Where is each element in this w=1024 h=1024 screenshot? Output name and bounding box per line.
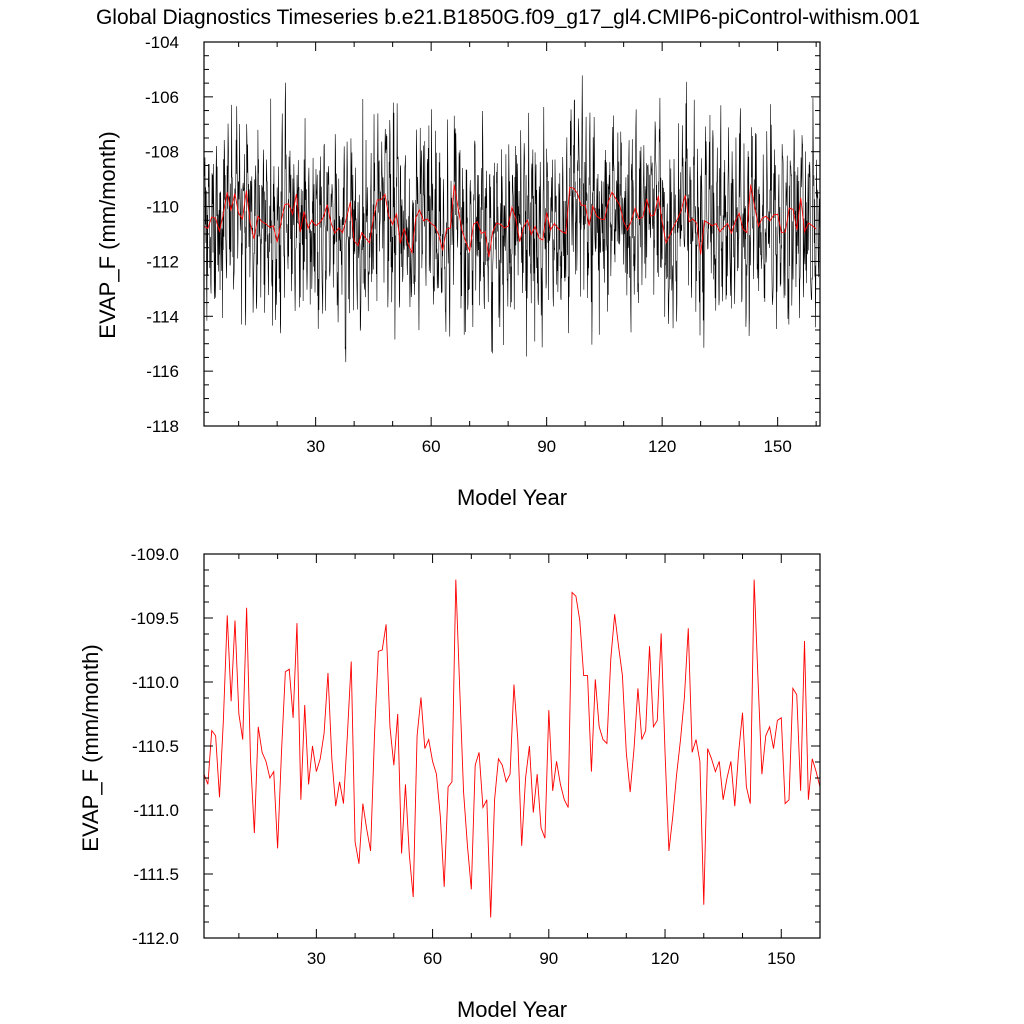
y-tick-label-chart0: -114 [146, 307, 179, 326]
y-tick-label-chart1: -111.5 [133, 865, 179, 884]
y-tick-label-chart1: -110.0 [132, 673, 179, 692]
plot-area-top: 30 60 90 120 150 -118 -116 -114 -112 -110 -108 -106… [145, 33, 821, 456]
x-tick-label-chart1: 90 [539, 949, 558, 968]
y-tick-label-chart0: -110 [146, 198, 179, 217]
x-tick-label-chart0: 60 [422, 437, 441, 456]
y-tick-label-chart1: -111.0 [133, 801, 179, 820]
x-tick-label-chart1: 30 [307, 949, 326, 968]
y-tick-label-chart1: -109.0 [131, 545, 179, 564]
chart-bottom: 30 60 90 120 150 -112.0 -111.5 -111.0 -110.5 -110… [78, 545, 821, 1022]
y-tick-label-chart0: -112 [146, 252, 179, 271]
x-tick-label-chart1: 150 [767, 949, 795, 968]
y-tick-label-chart0: -104 [145, 33, 179, 52]
y-tick-label-chart0: -108 [145, 143, 179, 162]
series-line-monthly-chart0 [203, 75, 820, 363]
figure-title: Global Diagnostics Timeseries b.e21.B185… [96, 6, 920, 29]
x-axis-label-top: Model Year [457, 485, 567, 510]
x-tick-label-chart1: 120 [651, 949, 679, 968]
y-tick-label-chart0: -106 [145, 88, 179, 107]
y-tick-label-chart1: -112.0 [132, 929, 179, 948]
plot-area-bottom: 30 60 90 120 150 -112.0 -111.5 -111.0 -110.5 -110… [131, 545, 821, 968]
series-line-annual-chart1 [203, 579, 821, 918]
y-tick-label-chart1: -110.5 [132, 737, 179, 756]
plot-frame-chart1 [203, 553, 821, 939]
x-tick-label-chart1: 60 [423, 949, 442, 968]
series-line-annual-chart0 [203, 184, 817, 258]
y-tick-label-chart0: -116 [146, 362, 179, 381]
x-tick-label-chart0: 150 [763, 437, 791, 456]
x-axis-label-bottom: Model Year [457, 997, 567, 1022]
x-tick-label-chart0: 120 [648, 437, 676, 456]
chart-top: 30 60 90 120 150 -118 -116 -114 -112 -110 -108 -106… [95, 33, 821, 510]
y-axis-label-bottom: EVAP_F (mm/month) [78, 644, 103, 851]
x-tick-label-chart0: 90 [537, 437, 556, 456]
y-tick-label-chart1: -109.5 [131, 609, 179, 628]
y-axis-label-top: EVAP_F (mm/month) [95, 131, 120, 338]
y-tick-label-chart0: -118 [146, 417, 179, 436]
x-tick-label-chart0: 30 [306, 437, 325, 456]
